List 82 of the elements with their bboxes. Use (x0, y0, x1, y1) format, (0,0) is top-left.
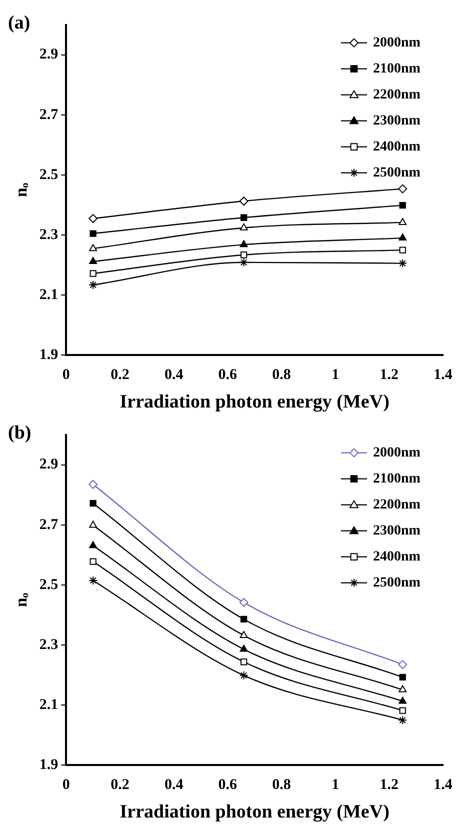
point (240, 644, 248, 652)
legend-label: 2100nm (373, 61, 421, 76)
legend-label: 2300nm (373, 113, 421, 128)
point (399, 707, 406, 714)
point (240, 616, 248, 623)
point (398, 685, 407, 692)
y-tick-label: 2.9 (39, 456, 58, 473)
point (239, 258, 248, 267)
y-tick-label: 2.7 (39, 106, 59, 123)
legend-label: 2200nm (373, 87, 421, 102)
point (398, 696, 407, 704)
x-tick-label: 0.2 (110, 367, 130, 384)
x-axis-title: Irradiation photon energy (MeV) (120, 802, 390, 823)
point (240, 630, 248, 638)
y-tick-label: 2.5 (39, 166, 58, 183)
legend-label: 2400nm (373, 549, 421, 564)
y-tick-label: 2.3 (39, 636, 58, 653)
y-tick-label: 1.9 (39, 347, 58, 364)
x-tick-label: 1.4 (434, 367, 453, 384)
point (90, 230, 96, 237)
point (398, 660, 408, 670)
x-tick-label: 0.6 (218, 777, 238, 794)
y-tick-label: 2.1 (39, 697, 58, 713)
point (239, 598, 248, 607)
x-tick-label: 1 (332, 777, 340, 794)
x-tick-label: 0.8 (272, 367, 291, 384)
point (398, 258, 408, 268)
chart-title: (b) (8, 422, 32, 444)
point (88, 214, 98, 224)
point (240, 214, 248, 221)
legend-label: 2500nm (373, 165, 421, 180)
legend-label: 2000nm (373, 445, 421, 460)
point (90, 270, 96, 277)
y-tick-label: 2.5 (39, 576, 58, 593)
point (398, 218, 407, 225)
point (399, 246, 406, 254)
point (89, 256, 98, 264)
x-tick-label: 1.2 (380, 777, 399, 794)
point (398, 184, 408, 194)
point (398, 234, 407, 241)
x-tick-label: 0 (62, 777, 70, 794)
legend-label: 2100nm (373, 471, 421, 486)
point (89, 541, 98, 548)
x-tick-label: 0.6 (218, 367, 238, 384)
x-tick-label: 1.4 (434, 777, 453, 794)
point (398, 716, 408, 725)
point (90, 558, 96, 565)
x-tick-label: 1 (332, 367, 340, 384)
legend-label: 2500nm (373, 575, 421, 590)
legend-label: 2200nm (373, 497, 421, 512)
point (88, 480, 98, 489)
x-tick-label: 0.8 (272, 777, 291, 794)
y-axis-title: nₒ (12, 592, 31, 608)
y-tick-label: 1.9 (39, 757, 58, 774)
legend-label: 2300nm (373, 523, 421, 538)
x-tick-label: 0.4 (164, 777, 184, 794)
point (239, 670, 248, 680)
y-tick-label: 2.1 (39, 287, 58, 303)
legend-label: 2400nm (373, 139, 421, 154)
point (89, 244, 98, 252)
point (399, 674, 406, 681)
y-tick-label: 2.7 (39, 516, 59, 533)
y-tick-label: 2.9 (39, 46, 58, 63)
chart-title: (a) (8, 12, 30, 34)
point (89, 520, 98, 528)
point (399, 202, 406, 209)
legend-label: 2000nm (373, 35, 421, 50)
x-tick-label: 0 (62, 367, 70, 384)
y-tick-label: 2.3 (39, 226, 58, 243)
x-axis-title: Irradiation photon energy (MeV) (120, 392, 390, 413)
x-tick-label: 0.4 (164, 367, 184, 384)
point (239, 196, 248, 206)
point (240, 658, 248, 666)
point (88, 576, 98, 585)
x-tick-label: 0.2 (110, 777, 130, 794)
y-axis-title: nₒ (12, 182, 31, 198)
point (88, 280, 98, 290)
point (240, 252, 248, 258)
point (240, 240, 248, 248)
point (90, 500, 96, 507)
x-tick-label: 1.2 (380, 367, 399, 384)
point (240, 223, 248, 230)
